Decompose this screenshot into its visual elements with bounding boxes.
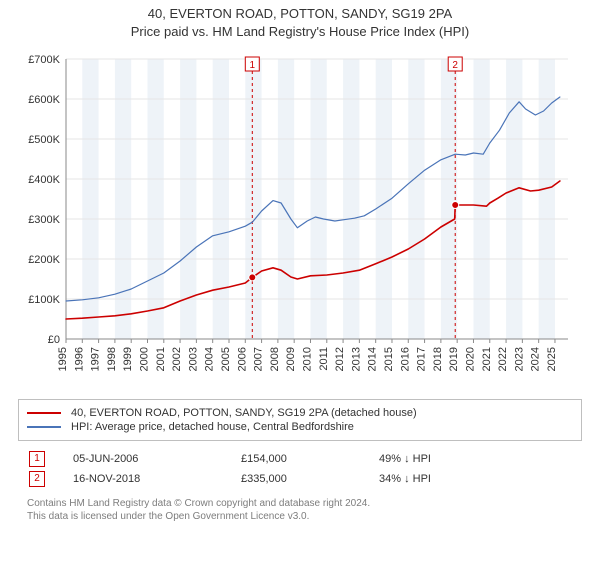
x-tick-label: 2025 [546, 347, 558, 371]
x-tick-label: 2014 [367, 347, 379, 371]
legend-label: HPI: Average price, detached house, Cent… [71, 421, 354, 433]
y-tick-label: £300K [28, 214, 60, 226]
x-tick-label: 2021 [481, 347, 493, 371]
x-tick-label: 1996 [73, 347, 85, 371]
x-tick-label: 2017 [416, 347, 428, 371]
chart-area: £0 £100K £200K £300K £400K £500K £600K £700K 199… [20, 49, 580, 389]
x-tick-label: 2018 [432, 347, 444, 371]
legend-swatch [27, 412, 61, 414]
legend-label: 40, EVERTON ROAD, POTTON, SANDY, SG19 2P… [71, 407, 417, 419]
y-tick-label: £0 [48, 334, 60, 346]
x-tick-label: 2020 [464, 347, 476, 371]
x-tick-label: 1997 [90, 347, 102, 371]
sale-badge: 1 [29, 451, 45, 467]
x-tick-label: 2013 [350, 347, 362, 371]
x-tick-label: 2003 [187, 347, 199, 371]
x-tick-label: 2004 [204, 347, 216, 371]
line-chart-svg: £0 £100K £200K £300K £400K £500K £600K £700K 199… [20, 49, 580, 389]
y-tick-label: £700K [28, 54, 60, 66]
footer-line-1: Contains HM Land Registry data © Crown c… [27, 497, 573, 510]
sale-marker-badge: 1 [250, 60, 256, 71]
legend: 40, EVERTON ROAD, POTTON, SANDY, SG19 2P… [18, 399, 582, 441]
x-tick-label: 1998 [106, 347, 118, 371]
sale-date: 05-JUN-2006 [73, 453, 213, 465]
x-tick-label: 2009 [285, 347, 297, 371]
footer-attribution: Contains HM Land Registry data © Crown c… [27, 497, 573, 523]
x-tick-label: 2016 [399, 347, 411, 371]
y-tick-label: £600K [28, 94, 60, 106]
legend-row: 40, EVERTON ROAD, POTTON, SANDY, SG19 2P… [27, 406, 573, 420]
sale-price: £335,000 [241, 473, 351, 485]
x-tick-label: 2006 [236, 347, 248, 371]
sale-marker-badge: 2 [452, 60, 458, 71]
x-tick-label: 2008 [269, 347, 281, 371]
chart-title-subtitle: Price paid vs. HM Land Registry's House … [0, 24, 600, 40]
x-tick-label: 1995 [57, 347, 69, 371]
x-tick-label: 2011 [318, 347, 330, 371]
x-tick-label: 2023 [513, 347, 525, 371]
legend-swatch [27, 426, 61, 428]
sale-hpi-delta: 34% ↓ HPI [379, 473, 499, 485]
x-tick-label: 2005 [220, 347, 232, 371]
x-tick-label: 2002 [171, 347, 183, 371]
y-tick-label: £200K [28, 254, 60, 266]
sale-row: 2 16-NOV-2018 £335,000 34% ↓ HPI [27, 469, 573, 489]
sale-price: £154,000 [241, 453, 351, 465]
x-tick-label: 2001 [155, 347, 167, 371]
sale-date: 16-NOV-2018 [73, 473, 213, 485]
x-tick-label: 2010 [301, 347, 313, 371]
legend-row: HPI: Average price, detached house, Cent… [27, 420, 573, 434]
x-tick-label: 2007 [253, 347, 265, 371]
x-tick-label: 2022 [497, 347, 509, 371]
chart-title-address: 40, EVERTON ROAD, POTTON, SANDY, SG19 2P… [0, 6, 600, 22]
sale-row: 1 05-JUN-2006 £154,000 49% ↓ HPI [27, 449, 573, 469]
footer-line-2: This data is licensed under the Open Gov… [27, 510, 573, 523]
x-tick-label: 1999 [122, 347, 134, 371]
sale-hpi-delta: 49% ↓ HPI [379, 453, 499, 465]
x-tick-label: 2019 [448, 347, 460, 371]
y-tick-label: £400K [28, 174, 60, 186]
x-tick-label: 2000 [138, 347, 150, 371]
sales-table: 1 05-JUN-2006 £154,000 49% ↓ HPI 2 16-NOV-201… [27, 449, 573, 489]
x-tick-label: 2024 [530, 347, 542, 371]
x-tick-label: 2012 [334, 347, 346, 371]
y-tick-label: £500K [28, 134, 60, 146]
sale-badge: 2 [29, 471, 45, 487]
y-tick-label: £100K [28, 294, 60, 306]
x-tick-label: 2015 [383, 347, 395, 371]
